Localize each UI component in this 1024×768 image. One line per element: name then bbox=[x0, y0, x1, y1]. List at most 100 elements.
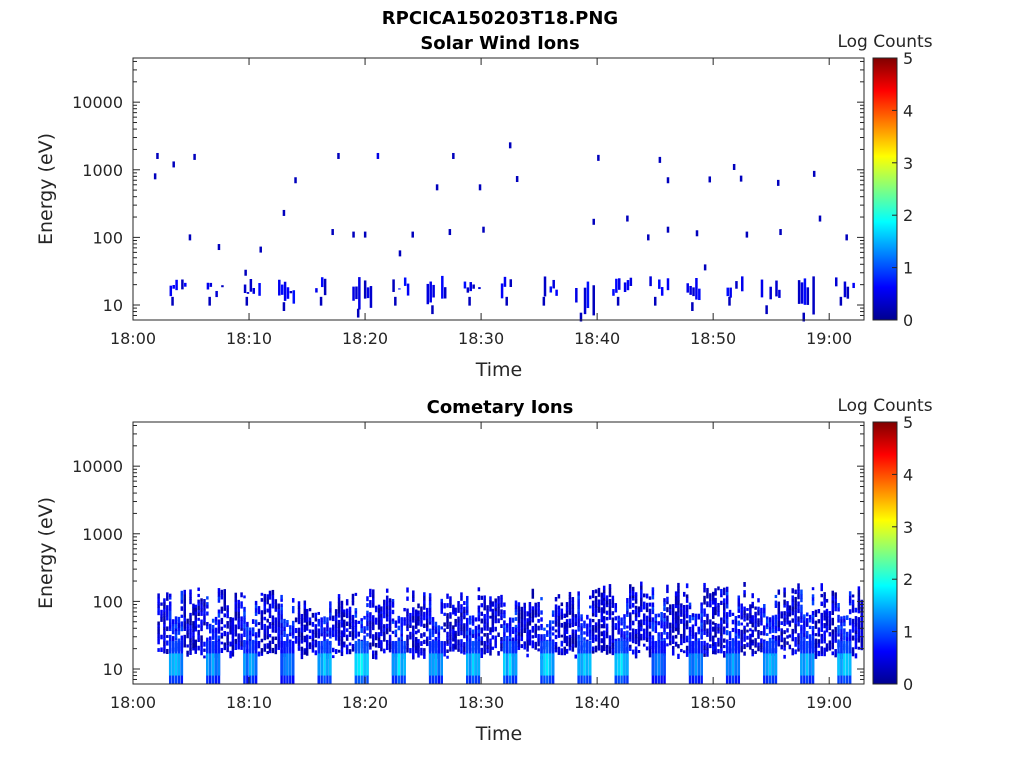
burst-cell bbox=[226, 614, 229, 619]
burst-cell bbox=[163, 648, 166, 654]
burst-cell bbox=[857, 592, 861, 597]
burst-cell bbox=[251, 630, 255, 634]
burst-cell bbox=[706, 587, 709, 592]
burst-cell bbox=[257, 622, 261, 626]
panel-1-colorbar-label: Log Counts bbox=[837, 32, 932, 52]
burst-cell bbox=[192, 621, 195, 625]
burst-cell bbox=[526, 611, 529, 617]
burst-cell bbox=[577, 601, 580, 607]
burst-cell bbox=[571, 639, 575, 644]
burst-cell bbox=[563, 625, 566, 629]
burst-cell bbox=[528, 620, 532, 626]
burst-cell bbox=[528, 638, 532, 642]
burst-cell bbox=[311, 638, 315, 642]
burst-cell bbox=[337, 619, 341, 624]
burst-cell bbox=[549, 286, 553, 293]
burst-cell bbox=[629, 618, 632, 623]
burst-cell bbox=[254, 600, 258, 605]
burst-cell bbox=[666, 596, 669, 602]
burst-cell bbox=[580, 614, 583, 618]
burst-cell bbox=[457, 619, 460, 623]
burst-cell bbox=[449, 596, 452, 601]
burst-cell bbox=[852, 282, 855, 289]
burst-cell bbox=[377, 612, 381, 616]
burst-cell bbox=[591, 635, 595, 639]
burst-cell bbox=[457, 631, 460, 636]
burst-cell bbox=[388, 609, 392, 613]
burst-cell bbox=[763, 609, 766, 614]
burst-cell bbox=[803, 636, 806, 642]
burst-cell bbox=[537, 641, 540, 647]
burst-cell bbox=[168, 638, 172, 642]
burst-cell bbox=[388, 638, 392, 642]
burst-cell bbox=[568, 591, 572, 596]
burst-cell bbox=[674, 604, 678, 609]
burst-cell bbox=[280, 627, 283, 631]
burst-cell bbox=[851, 625, 855, 631]
burst-core bbox=[289, 653, 292, 676]
burst-cell bbox=[765, 622, 769, 627]
burst-cell bbox=[355, 286, 358, 300]
burst-cell bbox=[594, 629, 598, 633]
burst-core bbox=[177, 653, 181, 676]
burst-cell bbox=[706, 613, 709, 618]
burst-cell bbox=[163, 598, 166, 603]
burst-core bbox=[209, 653, 212, 676]
burst-cell bbox=[319, 296, 323, 306]
burst-cell bbox=[168, 634, 172, 639]
burst-cell bbox=[608, 635, 612, 641]
burst-cell bbox=[197, 634, 200, 639]
burst-cell bbox=[317, 611, 320, 615]
burst-cell bbox=[443, 287, 447, 299]
burst-cell bbox=[483, 613, 486, 620]
burst-cell bbox=[728, 635, 732, 641]
burst-cell bbox=[294, 617, 298, 623]
burst-cell bbox=[380, 643, 383, 649]
burst-cell bbox=[642, 633, 646, 638]
burst-cell bbox=[791, 648, 794, 653]
burst-mark bbox=[565, 587, 604, 684]
burst-cell bbox=[720, 639, 723, 644]
burst-cell bbox=[571, 616, 575, 620]
burst-cell bbox=[443, 622, 446, 627]
burst-cell bbox=[780, 635, 783, 640]
burst-cell bbox=[234, 629, 238, 634]
burst-cell bbox=[543, 627, 546, 631]
burst-cell bbox=[771, 615, 775, 621]
burst-cell bbox=[420, 618, 423, 623]
burst-cell bbox=[642, 628, 646, 634]
burst-cell bbox=[811, 616, 815, 620]
burst-cell bbox=[206, 621, 209, 626]
burst-cell bbox=[214, 620, 218, 625]
burst-core bbox=[577, 653, 580, 676]
burst-cell bbox=[308, 620, 312, 626]
burst-cell bbox=[617, 620, 620, 625]
burst-cell bbox=[777, 635, 781, 641]
burst-cell bbox=[800, 604, 803, 609]
burst-cell bbox=[817, 639, 821, 644]
burst-cell bbox=[263, 623, 267, 630]
burst-cell bbox=[526, 635, 529, 641]
burst-cell bbox=[537, 609, 540, 614]
burst-cell bbox=[800, 624, 803, 629]
burst-cell bbox=[286, 633, 289, 640]
burst-cell bbox=[571, 629, 575, 634]
scatter-point bbox=[597, 154, 600, 161]
burst-cell bbox=[820, 583, 823, 588]
burst-cell bbox=[337, 632, 341, 637]
burst-cell bbox=[303, 608, 307, 613]
burst-cell bbox=[260, 592, 264, 596]
burst-cell bbox=[491, 635, 495, 640]
burst-cell bbox=[777, 624, 781, 628]
burst-cell bbox=[406, 596, 409, 601]
burst-cell bbox=[611, 611, 615, 616]
burst-cell bbox=[554, 648, 558, 653]
burst-core bbox=[623, 653, 626, 676]
burst-cell bbox=[794, 604, 797, 609]
burst-cell bbox=[217, 599, 221, 603]
burst-cell bbox=[857, 601, 861, 606]
burst-cell bbox=[831, 639, 835, 644]
burst-cell bbox=[483, 649, 486, 655]
burst-cell bbox=[831, 590, 835, 596]
burst-cell bbox=[823, 637, 826, 641]
